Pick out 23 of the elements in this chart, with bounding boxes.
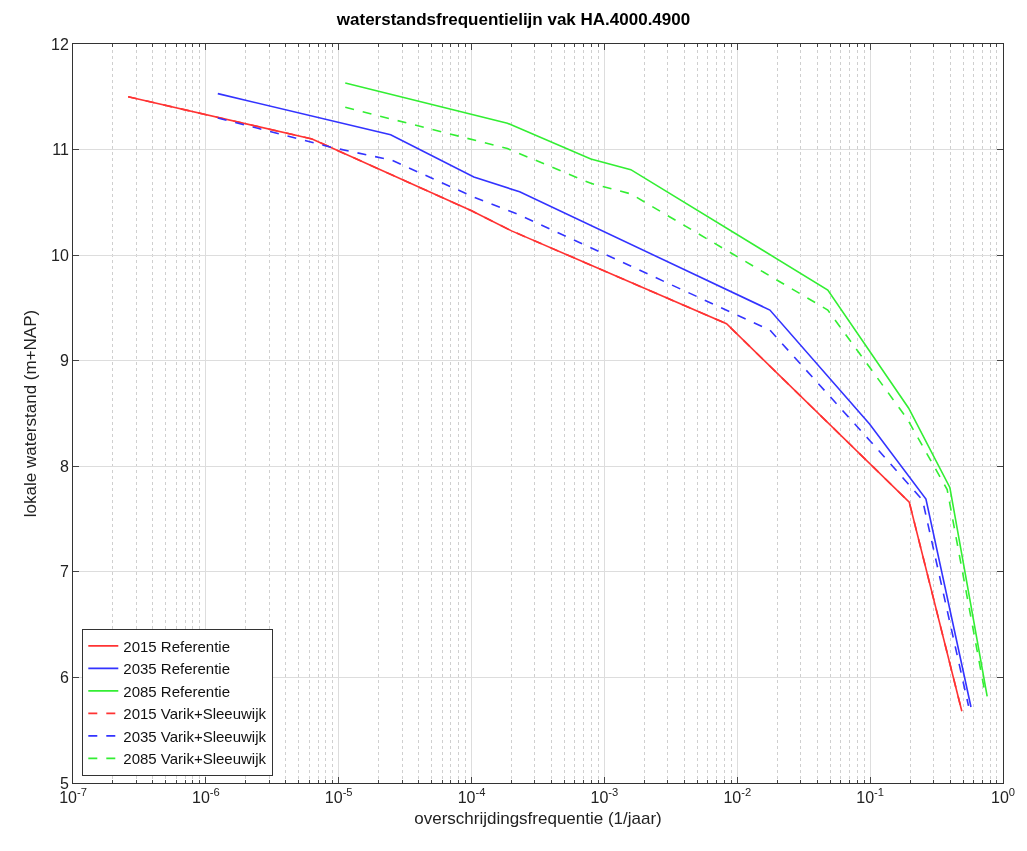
- y-tick-label: 10: [51, 246, 69, 264]
- y-tick-label: 9: [59, 352, 69, 370]
- x-tick-label: 10$^{-1}$: [856, 786, 885, 807]
- x-tick-label: 10$^{-5}$: [324, 786, 353, 807]
- y-tick-label: 7: [59, 563, 69, 581]
- y-axis-title: lokale waterstand (m+NAP): [20, 309, 40, 518]
- y-tick-label: 12: [51, 35, 69, 53]
- legend-label: 2015 Varik+Sleeuwijk: [123, 705, 267, 723]
- legend-label: 2085 Varik+Sleeuwijk: [123, 750, 267, 768]
- chart-title: waterstandsfrequentielijn vak HA.4000.4900: [335, 9, 691, 29]
- x-tick-label: 10$^{-3}$: [590, 786, 619, 807]
- legend-label: 2035 Varik+Sleeuwijk: [123, 727, 267, 745]
- x-axis-title: overschrijdingsfrequentie (1/jaar): [414, 808, 662, 828]
- x-tick-label: 10$^{-4}$: [457, 786, 486, 807]
- x-tick-label: 10$^{-2}$: [723, 786, 752, 807]
- legend-label: 2015 Referentie: [123, 637, 231, 655]
- y-tick-label: 8: [59, 457, 69, 475]
- x-tick-label: 10$^{-6}$: [191, 786, 220, 807]
- y-tick-label: 6: [59, 669, 69, 687]
- legend-label: 2085 Referentie: [123, 682, 231, 700]
- x-tick-label: 10$^{0}$: [990, 786, 1016, 807]
- legend-label: 2035 Referentie: [123, 660, 231, 678]
- y-tick-label: 11: [52, 141, 69, 159]
